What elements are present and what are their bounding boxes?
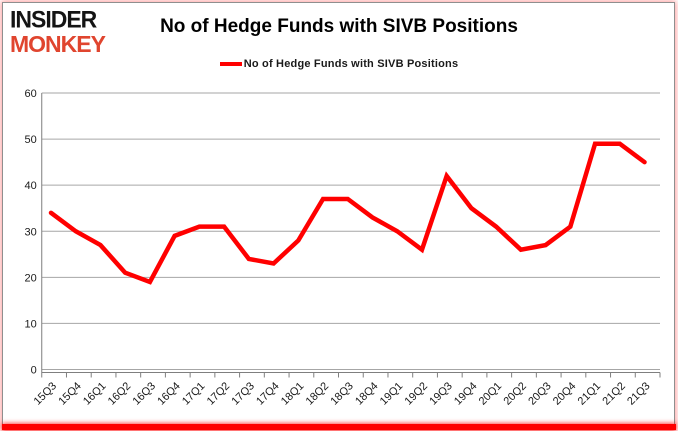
chart-legend: No of Hedge Funds with SIVB Positions <box>0 58 678 70</box>
series-line-hedge-funds <box>48 141 647 285</box>
insider-monkey-logo: INSIDER MONKEY <box>10 5 106 57</box>
x-tick-label-19Q4: 19Q4 <box>452 380 480 408</box>
x-tick-label-18Q2: 18Q2 <box>304 380 332 408</box>
y-tick-label-0: 0 <box>31 365 37 377</box>
x-tick-label-17Q1: 17Q1 <box>180 380 208 408</box>
chart-title: No of Hedge Funds with SIVB Positions <box>160 16 518 37</box>
logo-text-insider: INSIDER <box>10 5 97 33</box>
x-tick-label-16Q4: 16Q4 <box>155 380 183 408</box>
x-tick-label-16Q3: 16Q3 <box>131 380 159 408</box>
x-tick-label-18Q3: 18Q3 <box>328 380 356 408</box>
x-tick-label-15Q3: 15Q3 <box>32 380 60 408</box>
y-tick-label-10: 10 <box>25 318 37 330</box>
y-tick-label-20: 20 <box>25 272 37 284</box>
x-tick-label-17Q4: 17Q4 <box>254 380 282 408</box>
x-tick-label-15Q4: 15Q4 <box>56 380 84 408</box>
x-tick-label-21Q3: 21Q3 <box>625 380 653 408</box>
x-tick-label-19Q1: 19Q1 <box>378 380 406 408</box>
x-tick-label-21Q1: 21Q1 <box>576 380 604 408</box>
y-tick-label-50: 50 <box>25 134 37 146</box>
y-tick-label-40: 40 <box>25 180 37 192</box>
x-tick-label-18Q1: 18Q1 <box>279 380 307 408</box>
x-tick-label-21Q2: 21Q2 <box>600 380 628 408</box>
bottom-red-bar <box>2 424 676 430</box>
x-tick-label-20Q1: 20Q1 <box>477 380 505 408</box>
x-tick-label-18Q4: 18Q4 <box>353 380 381 408</box>
x-tick-label-19Q3: 19Q3 <box>427 380 455 408</box>
x-tick-label-17Q3: 17Q3 <box>229 380 257 408</box>
legend-line-marker <box>219 62 242 66</box>
x-tick-label-17Q2: 17Q2 <box>205 380 233 408</box>
legend-label: No of Hedge Funds with SIVB Positions <box>243 58 459 70</box>
y-tick-label-30: 30 <box>25 226 37 238</box>
x-tick-label-19Q2: 19Q2 <box>403 380 431 408</box>
logo-text-monkey: MONKEY <box>10 31 106 57</box>
x-tick-label-16Q2: 16Q2 <box>106 380 134 408</box>
x-tick-label-16Q1: 16Q1 <box>81 380 109 408</box>
x-tick-label-20Q3: 20Q3 <box>526 380 554 408</box>
y-tick-label-60: 60 <box>25 88 37 100</box>
x-tick-label-20Q2: 20Q2 <box>501 380 529 408</box>
x-tick-label-20Q4: 20Q4 <box>551 380 579 408</box>
